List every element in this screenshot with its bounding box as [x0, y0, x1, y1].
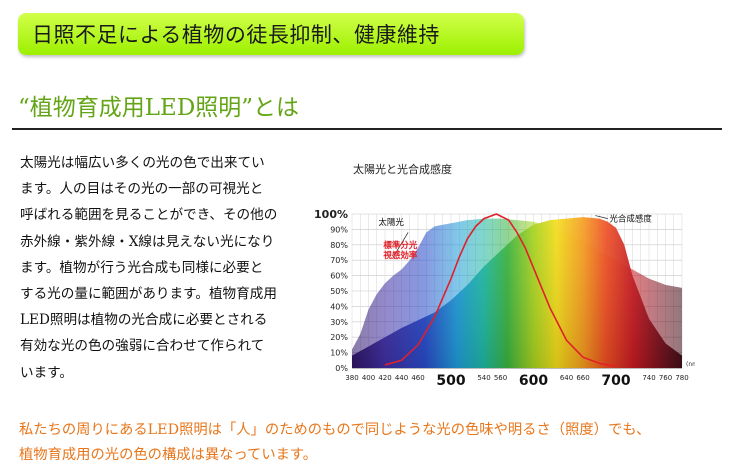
- x-tick-label: 460: [411, 374, 424, 382]
- y-tick-label: 0%: [335, 364, 348, 373]
- footer-line: 私たちの周りにあるLED照明は「人」のためのもので同じような光の色味や明るさ（照…: [19, 422, 651, 438]
- x-tick-label: 560: [494, 374, 507, 382]
- y-tick-label: 90%: [330, 225, 348, 234]
- x-tick-label: 660: [576, 374, 589, 382]
- x-tick-label: 400: [362, 374, 375, 382]
- footer-paragraph: 私たちの周りにあるLED照明は「人」のためのもので同じような光の色味や明るさ（照…: [19, 418, 650, 468]
- body-line: 有効な光の色の強弱に合わせて作られて: [20, 338, 265, 355]
- y-tick-label: 60%: [330, 272, 348, 281]
- body-line: ます。人の目はその光の一部の可視光と: [20, 181, 264, 198]
- luminous-efficiency-label: 標準分光視感効率: [382, 240, 418, 261]
- x-tick-label: 440: [395, 374, 408, 382]
- y-tick-label: 80%: [330, 241, 348, 250]
- footer-line: 植物育成用の光の色の構成は異なっています。: [19, 447, 318, 463]
- y-tick-label: 70%: [330, 256, 348, 265]
- photosynthesis-leader: [595, 215, 608, 219]
- section-heading: “植物育成用LED照明”とは: [18, 95, 300, 121]
- section-divider: [12, 128, 722, 130]
- chart-areas: [352, 217, 682, 368]
- body-line: 太陽光は幅広い多くの光の色で出来てい: [20, 155, 265, 171]
- sunlight-leader: [392, 232, 409, 258]
- body-paragraph: 太陽光は幅広い多くの光の色で出来てい ます。人の目はその光の一部の可視光と 呼ばれる…: [20, 150, 320, 386]
- y-axis-ticks: 0% 10% 20% 30% 40% 50% 60% 70% 80% 90% 100%: [314, 208, 348, 373]
- body-line: 赤外線・紫外線・X線は見えない光になり: [20, 233, 275, 250]
- body-line: 呼ばれる範囲を見ることができ、その他の: [20, 207, 278, 224]
- y-tick-label: 100%: [314, 208, 348, 221]
- chart-title: 太陽光と光合成感度: [353, 163, 452, 176]
- photosynthesis-shade: [352, 217, 682, 368]
- x-tick-label: 760: [659, 374, 672, 382]
- y-tick-label: 30%: [330, 318, 348, 327]
- header-banner: 日照不足による植物の徒長抑制、健康維持: [18, 13, 524, 55]
- x-tick-label-major: 600: [519, 373, 548, 389]
- x-tick-label: 740: [642, 374, 655, 382]
- y-tick-label: 10%: [330, 349, 348, 358]
- x-unit-label: (nm): [686, 361, 695, 368]
- y-tick-label: 20%: [330, 333, 348, 342]
- x-tick-label: 540: [477, 374, 490, 382]
- y-tick-label: 50%: [330, 287, 348, 296]
- body-line: います。: [20, 364, 74, 381]
- sunlight-label: 太陽光: [378, 217, 404, 228]
- luminous-efficiency-line: [384, 213, 617, 368]
- y-tick-label: 40%: [330, 302, 348, 311]
- x-tick-label: 640: [560, 374, 573, 382]
- chart-lines: [384, 213, 617, 368]
- x-tick-label-major: 700: [601, 373, 630, 389]
- x-tick-label: 780: [675, 374, 688, 382]
- body-line: する光の量に範囲があります。植物育成用: [20, 286, 277, 303]
- banner-title: 日照不足による植物の徒長抑制、健康維持: [32, 23, 440, 47]
- body-line: LED照明は植物の光合成に必要とされる: [20, 312, 268, 329]
- x-tick-label: 420: [378, 374, 391, 382]
- x-tick-label-major: 500: [436, 373, 465, 389]
- x-tick-label: 380: [345, 374, 358, 382]
- body-line: ます。植物が行う光合成も同様に必要と: [20, 259, 264, 276]
- spectrum-chart: 0% 10% 20% 30% 40% 50% 60% 70% 80% 90% 100% 380 400…: [314, 208, 695, 389]
- photosynthesis-label: 光合成感度: [609, 214, 652, 225]
